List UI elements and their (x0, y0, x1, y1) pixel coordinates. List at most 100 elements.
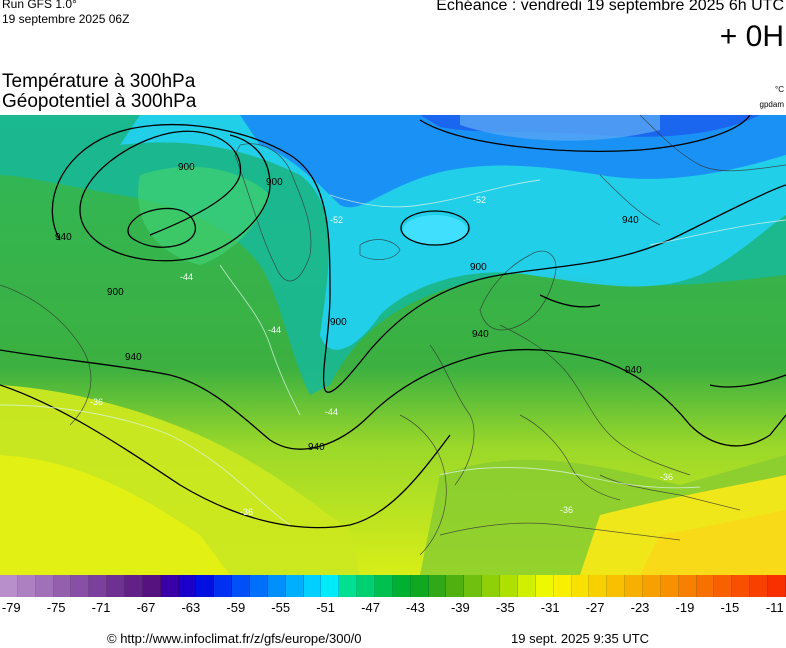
colorbar-cell (714, 575, 733, 597)
temperature-field (0, 115, 786, 575)
colorbar-cell (339, 575, 358, 597)
colorbar-tick-label: -59 (226, 600, 246, 615)
colorbar-cell (428, 575, 447, 597)
colorbar-cell (500, 575, 518, 597)
colorbar-cell (750, 575, 768, 597)
forecast-offset: + 0H (719, 20, 784, 53)
coastlines (0, 115, 786, 556)
colorbar-cell (357, 575, 376, 597)
contour-label-940: 940 (622, 215, 639, 226)
temperature-colorbar (0, 575, 786, 597)
colorbar-tick-label: -31 (540, 600, 560, 615)
contour-label-940: 940 (472, 329, 489, 340)
contour-label-940: 940 (625, 365, 642, 376)
isotherm-label: -52 (473, 195, 486, 205)
colorbar-tick-label: -75 (46, 600, 66, 615)
colorbar-cell (17, 575, 36, 597)
colorbar-tick-label: -67 (136, 600, 156, 615)
colorbar-cell (410, 575, 429, 597)
colorbar-cell (214, 575, 233, 597)
isotherm-label: -36 (660, 472, 673, 482)
source-url[interactable]: © http://www.infoclimat.fr/z/gfs/europe/… (107, 631, 362, 646)
colorbar-tick-label: -51 (316, 600, 336, 615)
colorbar-cell (625, 575, 643, 597)
weather-map: 900 900 900 900 900 940 940 940 940 940 … (0, 115, 786, 575)
colorbar-cell (589, 575, 608, 597)
contour-label-940: 940 (125, 352, 142, 363)
run-title: Run GFS 1.0° (2, 0, 77, 11)
contour-label-900: 900 (330, 317, 347, 328)
param-temperature-title: Température à 300hPa (2, 71, 196, 92)
colorbar-cell (553, 575, 572, 597)
unit-celsius: °C (775, 85, 784, 94)
colorbar-cell (160, 575, 179, 597)
contour-label-900: 900 (266, 177, 283, 188)
isotherm-label: -44 (268, 325, 281, 335)
colorbar-cell (0, 575, 18, 597)
colorbar-tick-label: -23 (630, 600, 650, 615)
colorbar-cell (446, 575, 465, 597)
geopotential-contours (0, 115, 786, 529)
isotherm-label: -44 (325, 407, 338, 417)
isotherm-label: -36 (90, 397, 103, 407)
colorbar-cell (89, 575, 108, 597)
colorbar-cell (660, 575, 679, 597)
colorbar-ticks: -79 -75 -71 -67 -63 -59 -55 -51 -47 -43 -39 -35 -31 -… (0, 600, 786, 618)
contour-label-900: 900 (107, 287, 124, 298)
colorbar-cell (732, 575, 751, 597)
isotherm-label: -36 (240, 507, 253, 517)
colorbar-tick-label: -71 (91, 600, 111, 615)
colorbar-cell (196, 575, 215, 597)
contour-label-940: 940 (308, 442, 325, 453)
colorbar-cell (53, 575, 72, 597)
colorbar-tick-label: -79 (1, 600, 21, 615)
colorbar-cell (178, 575, 197, 597)
colorbar-tick-label: -15 (720, 600, 740, 615)
colorbar-tick-label: -11 (765, 600, 784, 615)
colorbar-cell (35, 575, 54, 597)
contour-label-900: 900 (470, 262, 487, 273)
colorbar-cell (321, 575, 340, 597)
colorbar-cell (767, 575, 786, 597)
colorbar-tick-label: -47 (361, 600, 380, 615)
isotherm-label: -52 (330, 215, 343, 225)
colorbar-cell (482, 575, 501, 597)
colorbar-tick-label: -55 (271, 600, 291, 615)
contour-label-900: 900 (178, 162, 195, 173)
colorbar-cell (267, 575, 286, 597)
colorbar-tick-label: -19 (675, 600, 695, 615)
unit-gpdam: gpdam (759, 100, 784, 109)
colorbar-cell (125, 575, 143, 597)
colorbar-cell (678, 575, 697, 597)
isotherm-label: -36 (560, 505, 573, 515)
colorbar-cell (375, 575, 393, 597)
colorbar-tick-label: -43 (406, 600, 425, 615)
colorbar-cell (303, 575, 322, 597)
colorbar-cell (464, 575, 483, 597)
colorbar-cell (250, 575, 268, 597)
colorbar-cell (696, 575, 715, 597)
param-geopotential-title: Géopotentiel à 300hPa (2, 91, 197, 112)
colorbar-tick-label: -35 (495, 600, 515, 615)
generated-timestamp: 19 sept. 2025 9:35 UTC (511, 631, 650, 646)
colorbar-cell (535, 575, 554, 597)
contour-label-940: 940 (55, 232, 72, 243)
colorbar-cell (392, 575, 411, 597)
colorbar-cell (607, 575, 626, 597)
colorbar-cell (285, 575, 304, 597)
colorbar-tick-label: -27 (585, 600, 605, 615)
colorbar-tick-label: -63 (181, 600, 201, 615)
temperature-isotherms (0, 179, 786, 526)
colorbar-cell (571, 575, 590, 597)
map-labels: 900 900 900 900 900 940 940 940 940 940 … (55, 162, 673, 517)
isotherm-label: -44 (180, 272, 193, 282)
colorbar-cell (642, 575, 661, 597)
colorbar-tick-label: -39 (450, 600, 470, 615)
colorbar-cell (107, 575, 126, 597)
colorbar-cell (517, 575, 536, 597)
run-date: 19 septembre 2025 06Z (2, 12, 130, 26)
colorbar-cell (71, 575, 90, 597)
colorbar-cell (232, 575, 251, 597)
colorbar-cell (142, 575, 161, 597)
forecast-valid-time: Echéance : vendredi 19 septembre 2025 6h… (436, 0, 784, 14)
